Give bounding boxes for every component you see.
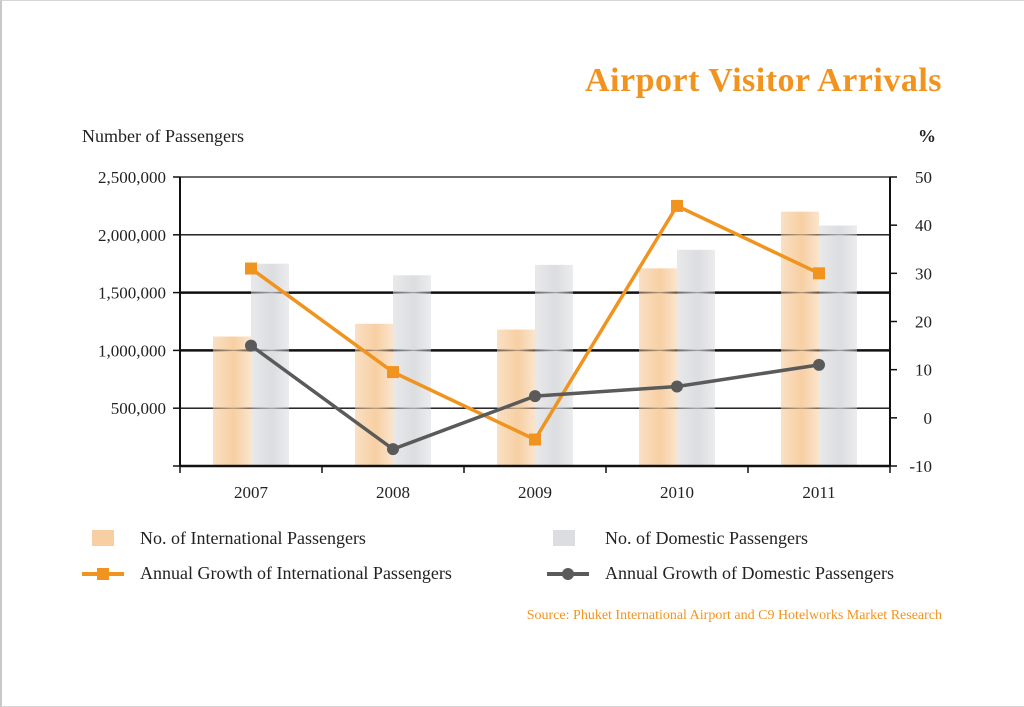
y2-tick-label-3: 20 (915, 313, 932, 332)
y-tick-label-0: 500,000 (111, 399, 166, 418)
series-lines (245, 199, 825, 456)
bar-domestic-2011 (819, 225, 857, 466)
bar-domestic-2008 (393, 275, 431, 466)
x-tick-label-2009: 2009 (518, 483, 552, 502)
legend-label-international-line: Annual Growth of International Passenger… (140, 563, 452, 583)
legend-swatch-international-bars (92, 530, 114, 546)
legend-label-domestic-bars: No. of Domestic Passengers (605, 528, 808, 548)
y-tick-label-1: 1,000,000 (98, 341, 166, 360)
legend-swatch-international-line (82, 568, 124, 580)
x-tick-label-2010: 2010 (660, 483, 694, 502)
x-tick-label-2008: 2008 (376, 483, 410, 502)
marker-domestic-growth-2010 (671, 380, 683, 393)
y-tick-label-2: 1,500,000 (98, 284, 166, 303)
marker-international-growth-2007 (245, 262, 257, 275)
legend-label-domestic-line: Annual Growth of Domestic Passengers (605, 563, 894, 583)
marker-international-growth-2008 (387, 366, 399, 379)
y2-tick-label-2: 10 (915, 361, 932, 380)
marker-international-growth-2011 (813, 267, 825, 280)
legend-swatch-domestic-bars (553, 530, 575, 546)
y2-tick-label-0: -10 (909, 457, 932, 476)
marker-domestic-growth-2007 (245, 339, 257, 352)
legend-label-international-bars: No. of International Passengers (140, 528, 366, 548)
y2-axis-label: % (918, 126, 936, 146)
bar-domestic-2009 (535, 264, 573, 466)
source-note: Source: Phuket International Airport and… (526, 608, 942, 623)
bar-international-2010 (639, 268, 677, 466)
marker-international-growth-2009 (529, 433, 541, 446)
y-tick-label-4: 2,500,000 (98, 168, 166, 187)
bar-domestic-2007 (251, 263, 289, 466)
y2-tick-label-4: 30 (915, 264, 932, 283)
bar-international-2011 (781, 211, 819, 466)
x-tick-label-2011: 2011 (802, 483, 835, 502)
marker-domestic-growth-2009 (529, 390, 541, 403)
bar-domestic-2010 (677, 249, 715, 466)
x-tick-label-2007: 2007 (234, 483, 269, 502)
axes (173, 176, 897, 473)
tick-labels: 500,000 1,000,000 1,500,000 2,000,000 2,500,… (98, 168, 932, 502)
chart-title: Airport Visitor Arrivals (585, 62, 942, 99)
marker-international-growth-2010 (671, 199, 683, 212)
marker-domestic-growth-2011 (813, 358, 825, 371)
y2-tick-label-5: 40 (915, 216, 932, 235)
legend-swatch-domestic-line (547, 568, 589, 580)
y2-tick-label-1: 0 (924, 409, 933, 428)
y2-tick-label-6: 50 (915, 168, 932, 187)
y-tick-label-3: 2,000,000 (98, 226, 166, 245)
bars (180, 176, 890, 466)
bar-international-2007 (213, 336, 251, 466)
y-axis-label: Number of Passengers (82, 126, 244, 146)
marker-domestic-growth-2008 (387, 443, 399, 456)
